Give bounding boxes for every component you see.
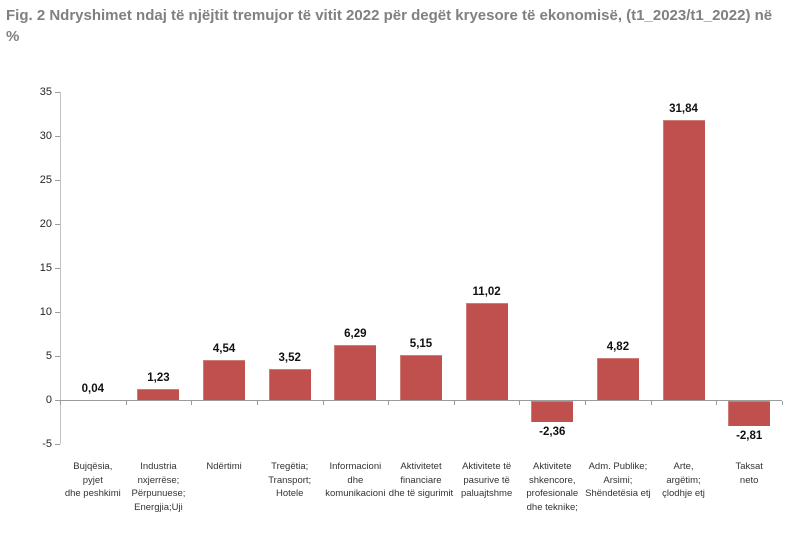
figure-caption: Fig. 2 Ndryshimet ndaj të njëjtit tremuj… xyxy=(6,5,792,47)
x-axis-category-label: Taksat neto xyxy=(735,461,763,486)
y-axis-tick-label: 10 xyxy=(39,306,52,318)
y-axis-tick xyxy=(55,356,60,357)
x-axis-tick xyxy=(716,401,718,405)
x-axis-tick xyxy=(322,401,324,405)
x-axis-category-label: Informacioni dhe komunikacioni xyxy=(325,461,386,499)
y-axis-tick xyxy=(55,92,60,93)
x-axis-zero-line xyxy=(60,400,782,401)
y-axis-tick-label: 35 xyxy=(39,86,52,98)
bar xyxy=(728,401,771,426)
x-axis-category-label: Aktivitetet financiare dhe të sigurimit xyxy=(388,461,454,499)
x-axis-category-label: Aktivitete shkencore, profesionale dhe t… xyxy=(526,461,579,513)
x-axis-tick xyxy=(125,401,127,405)
bar xyxy=(203,360,246,400)
y-axis-tick-label: -5 xyxy=(42,438,52,450)
y-axis-tick-label: 5 xyxy=(45,350,52,362)
y-axis-tick xyxy=(55,180,60,181)
bar-value-label: 4,54 xyxy=(212,343,236,356)
bar-value-label: 6,29 xyxy=(344,327,367,340)
y-axis-tick xyxy=(55,136,60,137)
bar-value-label: 0,04 xyxy=(81,382,104,395)
y-axis-tick-label: 30 xyxy=(39,130,52,142)
y-axis-tick-label: 20 xyxy=(39,218,52,230)
x-axis-tick xyxy=(60,401,61,405)
bar-value-label: 31,84 xyxy=(669,102,698,115)
bar xyxy=(465,303,508,400)
y-axis-line xyxy=(60,92,61,444)
bar-value-label: 1,23 xyxy=(147,372,170,385)
y-axis-tick xyxy=(55,268,60,269)
bar-value-label: -2,81 xyxy=(736,429,763,442)
bar-value-label: 3,52 xyxy=(278,352,301,365)
figure-caption-line2: % xyxy=(6,28,20,45)
bar xyxy=(137,389,180,400)
x-axis-tick xyxy=(388,401,390,405)
bar-value-label: 4,82 xyxy=(606,340,630,353)
x-axis-tick xyxy=(782,401,783,405)
x-axis-category-label: Tregëtia; Transport; Hotele xyxy=(268,461,312,499)
bar xyxy=(662,119,705,400)
x-axis-tick xyxy=(256,401,258,405)
bar xyxy=(531,401,574,422)
x-axis-tick xyxy=(585,401,587,405)
x-axis-category-label: Ndërtimi xyxy=(206,461,242,472)
figure-caption-line1: Fig. 2 Ndryshimet ndaj të njëjtit tremuj… xyxy=(6,7,773,24)
bar xyxy=(268,369,311,400)
x-axis-category-label: Adm. Publike; Arsimi; Shëndetësia etj xyxy=(585,461,651,499)
x-axis-tick xyxy=(191,401,193,405)
y-axis-tick xyxy=(55,224,60,225)
x-axis-tick xyxy=(650,401,652,405)
bar-value-label: -2,36 xyxy=(539,425,566,438)
y-axis-tick-label: 0 xyxy=(45,394,52,406)
bar xyxy=(400,354,442,400)
y-axis-tick xyxy=(55,312,60,313)
bar-value-label: 11,02 xyxy=(472,286,501,299)
x-axis-tick xyxy=(453,401,455,405)
x-axis-category-label: Industria nxjerrëse; Përpunuese; Energji… xyxy=(131,461,186,513)
y-axis-tick xyxy=(55,400,60,401)
y-axis-tick xyxy=(55,444,60,445)
bar-value-label: 5,15 xyxy=(409,337,433,350)
bar xyxy=(334,344,377,400)
x-axis-category-label: Bujqësia, pyjet dhe peshkimi xyxy=(64,461,121,499)
y-axis-tick-label: 15 xyxy=(39,262,52,274)
bar xyxy=(596,357,639,400)
x-axis-tick xyxy=(519,401,521,405)
y-axis-tick-label: 25 xyxy=(39,174,52,186)
x-axis-category-label: Aktivitete të pasurive të paluajtshme xyxy=(461,461,513,499)
x-axis-category-label: Arte, argëtim; çlodhje etj xyxy=(662,461,705,499)
